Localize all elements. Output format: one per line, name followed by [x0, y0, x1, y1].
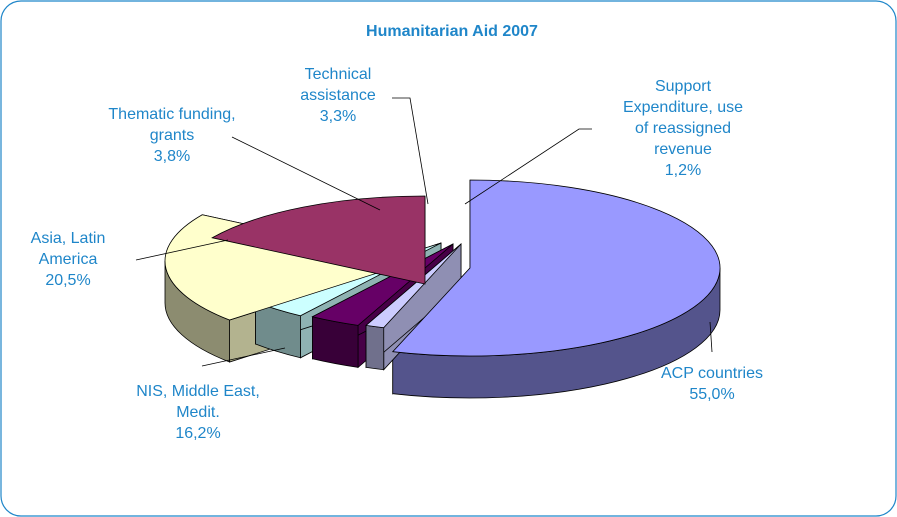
slice-top-support	[365, 243, 462, 329]
label-acp: ACP countries 55,0%	[661, 365, 763, 403]
label-line-asia: 20,5%	[45, 272, 90, 289]
label-line-asia: America	[39, 251, 98, 268]
leader-nis	[201, 347, 286, 367]
label-line-technical: assistance	[300, 87, 376, 104]
label-line-support: revenue	[654, 141, 712, 158]
label-nis: NIS, Middle East, Medit. 16,2%	[136, 383, 260, 442]
label-line-technical: Technical	[305, 66, 372, 83]
label-thematic: Thematic funding, grants 3,8%	[108, 106, 235, 165]
slice-top-nis	[211, 195, 426, 285]
slice-side-support-0	[365, 324, 385, 371]
label-technical: Technical assistance 3,3%	[300, 66, 376, 125]
label-line-thematic: grants	[150, 127, 194, 144]
label-line-asia: Asia, Latin	[31, 230, 106, 247]
leader-support	[464, 128, 592, 205]
label-line-acp: ACP countries	[661, 365, 763, 382]
label-line-support: Expenditure, use	[623, 99, 743, 116]
label-line-acp: 55,0%	[689, 386, 734, 403]
label-line-support: Support	[655, 78, 712, 95]
label-support: Support Expenditure, use of reassigned reve…	[623, 78, 743, 179]
slice-support	[365, 242, 462, 371]
slice-labels: ACP countries 55,0% Support Expenditure, us…	[31, 66, 763, 442]
label-line-nis: Medit.	[176, 404, 220, 421]
label-line-support: 1,2%	[665, 162, 701, 179]
label-line-nis: NIS, Middle East,	[136, 383, 260, 400]
leader-lines	[135, 97, 713, 367]
label-line-technical: 3,3%	[320, 108, 356, 125]
label-asia: Asia, Latin America 20,5%	[31, 230, 106, 289]
label-line-support: of reassigned	[635, 120, 731, 137]
leader-asia	[135, 239, 229, 261]
leader-acp	[709, 321, 713, 353]
slice-top-acp	[391, 179, 721, 357]
chart-title: Humanitarian Aid 2007	[366, 23, 538, 40]
leader-thematic	[231, 136, 381, 211]
label-line-nis: 16,2%	[175, 425, 220, 442]
pie-tops	[164, 179, 721, 357]
label-line-thematic: 3,8%	[154, 148, 190, 165]
leader-technical	[392, 97, 429, 205]
label-line-thematic: Thematic funding,	[108, 106, 235, 123]
